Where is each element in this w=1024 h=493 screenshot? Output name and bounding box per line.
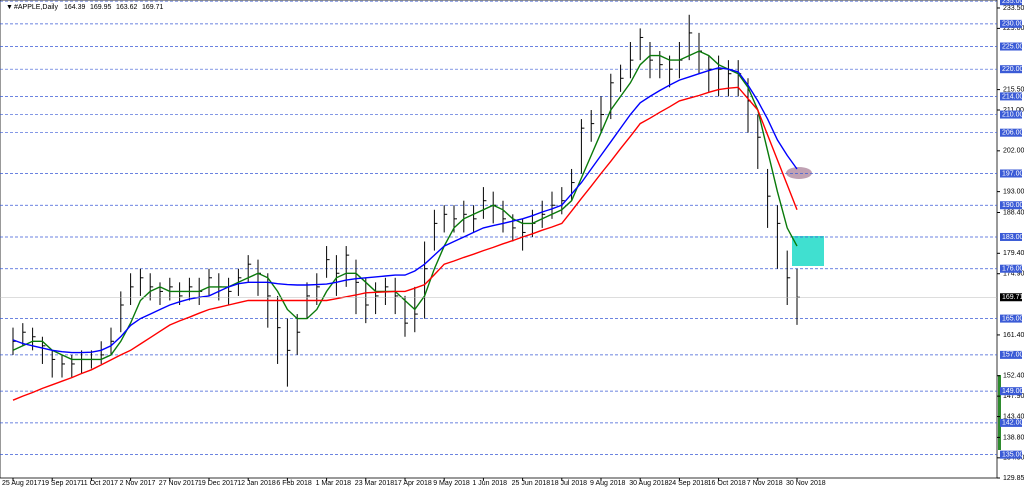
level-label-bg	[1000, 92, 1022, 101]
level-label-bg	[1000, 264, 1022, 273]
level-label-bg	[1000, 450, 1022, 459]
level-label-bg	[1000, 350, 1022, 359]
y-tick-label: 193.00	[1003, 188, 1024, 195]
level-label: 220.00	[1002, 66, 1024, 73]
x-tick-label: 24 Sep 2018	[668, 480, 708, 487]
level-label: 197.00	[1002, 170, 1024, 177]
level-label-bg	[1000, 169, 1022, 178]
level-label-bg	[1000, 65, 1022, 74]
chart-title: #APPLE,Daily	[14, 4, 58, 11]
y-tick-label: 129.85	[1003, 475, 1024, 482]
level-label: 214.00	[1002, 93, 1024, 100]
level-label: 176.00	[1002, 266, 1024, 273]
y-tick-label: 188.40	[1003, 209, 1024, 216]
level-label: 225.00	[1002, 43, 1024, 50]
level-label: 135.00	[1002, 451, 1024, 458]
level-label: 210.00	[1002, 111, 1024, 118]
y-tick-label: 215.50	[1003, 86, 1024, 93]
y-tick-label: 161.40	[1003, 332, 1024, 339]
level-label-bg	[1000, 201, 1022, 210]
y-tick-label: 174.90	[1003, 271, 1024, 278]
level-label-bg	[1000, 110, 1022, 119]
x-tick-label: 25 Jun 2018	[512, 480, 551, 487]
x-tick-label: 1 Jun 2018	[472, 480, 507, 487]
level-label-bg	[1000, 0, 1022, 6]
level-label: 157.00	[1002, 352, 1024, 359]
y-tick-label: 233.50	[1003, 5, 1024, 12]
level-label-bg	[1000, 418, 1022, 427]
y-tick-label: 179.40	[1003, 250, 1024, 257]
x-tick-label: 12 Jan 2018	[237, 480, 276, 487]
level-label: 235.00	[1002, 0, 1024, 5]
header-value: 163.62	[116, 4, 138, 11]
level-label: 149.00	[1002, 388, 1024, 395]
moving-average-line	[12, 67, 798, 354]
level-label: 183.00	[1002, 234, 1024, 241]
level-label: 142.00	[1002, 420, 1024, 427]
y-tick-label: 152.40	[1003, 373, 1024, 380]
y-tick-label: 211.00	[1003, 107, 1024, 114]
x-tick-label: 9 May 2018	[433, 480, 470, 487]
level-label-bg	[1000, 19, 1022, 28]
current-price-label: 169.71	[1002, 294, 1024, 301]
y-tick-label: 147.90	[1003, 393, 1024, 400]
level-label-bg	[1000, 387, 1022, 396]
level-label: 165.00	[1002, 315, 1024, 322]
x-tick-label: 6 Feb 2018	[276, 480, 312, 487]
level-label-bg	[1000, 314, 1022, 323]
x-tick-label: 18 Jul 2018	[551, 480, 587, 487]
y-tick-label: 202.00	[1003, 148, 1024, 155]
x-tick-label: 7 Nov 2018	[747, 480, 783, 487]
x-tick-label: 19 Dec 2017	[198, 480, 238, 487]
level-label-bg	[1000, 128, 1022, 137]
x-tick-label: 25 Aug 2017	[2, 480, 41, 487]
x-tick-label: 1 Mar 2018	[316, 480, 352, 487]
level-label-bg	[1000, 42, 1022, 51]
ellipse-object	[786, 167, 812, 179]
y-tick-label: 143.40	[1003, 413, 1024, 420]
y-tick-label: 138.80	[1003, 434, 1024, 441]
level-label-bg	[1000, 232, 1022, 241]
level-label: 190.00	[1002, 202, 1024, 209]
header-value: 164.39	[64, 4, 86, 11]
moving-average-line	[12, 86, 798, 401]
x-tick-label: 30 Nov 2018	[786, 480, 826, 487]
current-price-bg	[1000, 293, 1022, 302]
level-label: 230.00	[1002, 21, 1024, 28]
level-label: 206.00	[1002, 130, 1024, 137]
header-value: 169.71	[142, 4, 164, 11]
x-tick-label: 9 Aug 2018	[590, 480, 626, 487]
x-tick-label: 30 Aug 2018	[629, 480, 668, 487]
plot-area	[0, 0, 998, 479]
rectangle-object	[792, 236, 824, 266]
x-tick-label: 16 Oct 2018	[708, 480, 746, 487]
header-value: 169.95	[90, 4, 112, 11]
x-tick-label: 17 Apr 2018	[394, 480, 432, 487]
x-tick-label: 11 Oct 2017	[80, 480, 118, 487]
y-tick-label: 229.00	[1003, 25, 1024, 32]
scale-marker	[998, 375, 1001, 450]
x-tick-label: 19 Sep 2017	[41, 480, 81, 487]
x-tick-label: 23 Mar 2018	[355, 480, 394, 487]
x-tick-label: 2 Nov 2017	[120, 480, 156, 487]
x-tick-label: 27 Nov 2017	[159, 480, 199, 487]
chart-header-arrow: ▼	[6, 4, 13, 11]
